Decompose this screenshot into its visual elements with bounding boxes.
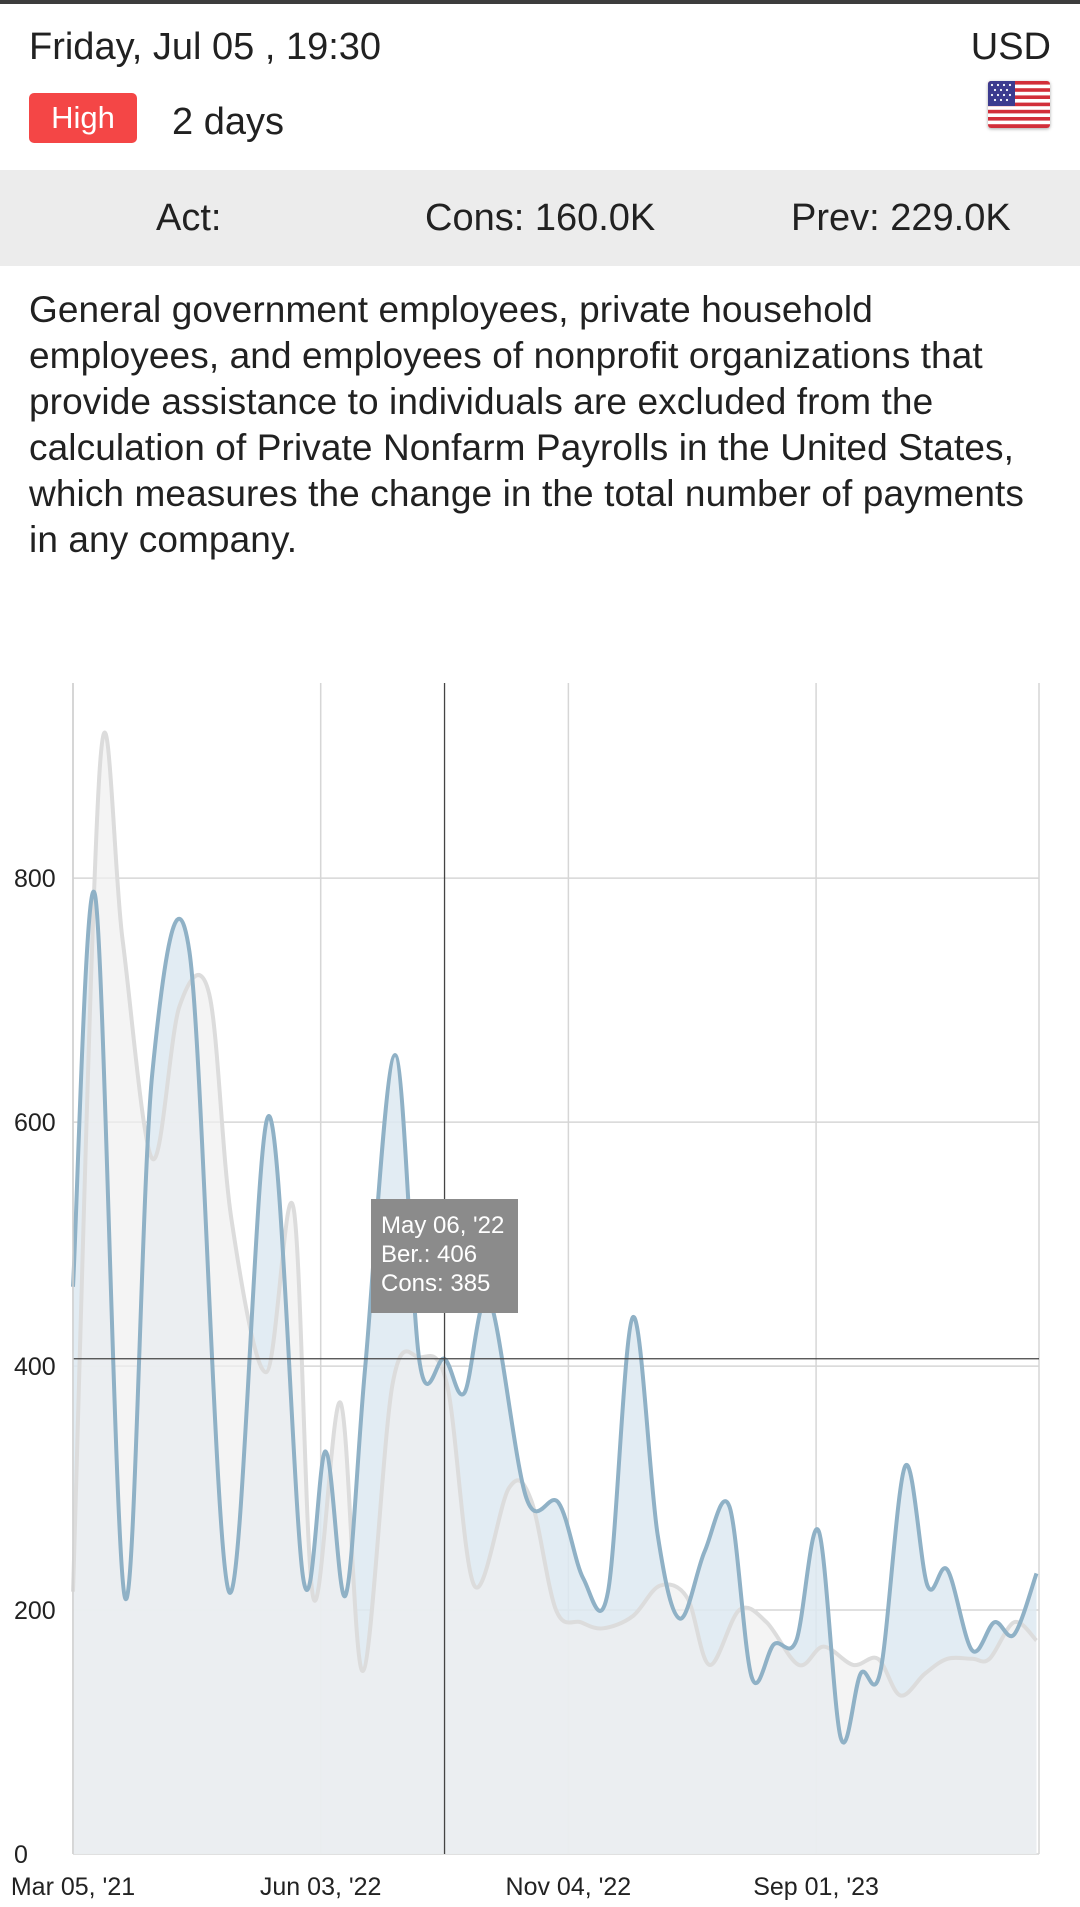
history-chart-svg[interactable]: 0 200 400 600 800 Mar 05, '21 Jun 03, '22 Nov 0… (0, 650, 1080, 1907)
x-tick-label: Mar 05, '21 (11, 1873, 135, 1901)
event-description: General government employees, private ho… (29, 289, 1024, 560)
y-tick-label: 200 (14, 1597, 56, 1625)
x-tick-label: Jun 03, '22 (260, 1873, 382, 1901)
top-divider (0, 0, 1080, 4)
consensus-value: Cons: 160.0K (425, 197, 656, 239)
previous-value: Prev: 229.0K (791, 197, 1011, 239)
actual-value: Act: (156, 197, 222, 239)
chart-axes: 0 200 400 600 800 Mar 05, '21 Jun 03, '22 Nov 0… (11, 683, 879, 1901)
y-tick-label: 0 (14, 1841, 28, 1869)
tooltip-actual: Ber.: 406 (381, 1241, 478, 1268)
chart-tooltip: May 06, '22 Ber.: 406 Cons: 385 (371, 1199, 518, 1313)
chart-series (71, 730, 1039, 1854)
x-tick-label: Sep 01, '23 (753, 1873, 879, 1901)
event-currency: USD (970, 26, 1051, 68)
values-bar: Act: Cons: 160.0K Prev: 229.0K (0, 170, 1080, 266)
impact-badge: High (29, 93, 137, 143)
us-flag-icon (988, 81, 1050, 128)
x-tick-label: Nov 04, '22 (506, 1873, 632, 1901)
event-header: Friday, Jul 05 , 19:30 USD High 2 days (0, 4, 1080, 170)
y-tick-label: 600 (14, 1109, 56, 1137)
tooltip-date: May 06, '22 (381, 1212, 505, 1239)
consensus-area (73, 732, 1037, 1854)
event-datetime: Friday, Jul 05 , 19:30 (29, 26, 382, 68)
y-tick-label: 800 (14, 865, 56, 893)
event-countdown: 2 days (172, 101, 284, 143)
history-chart[interactable]: 0 200 400 600 800 Mar 05, '21 Jun 03, '22 Nov 0… (0, 650, 1080, 1907)
y-tick-label: 400 (14, 1353, 56, 1381)
consensus-line (71, 730, 1038, 1698)
tooltip-consensus: Cons: 385 (381, 1270, 491, 1297)
